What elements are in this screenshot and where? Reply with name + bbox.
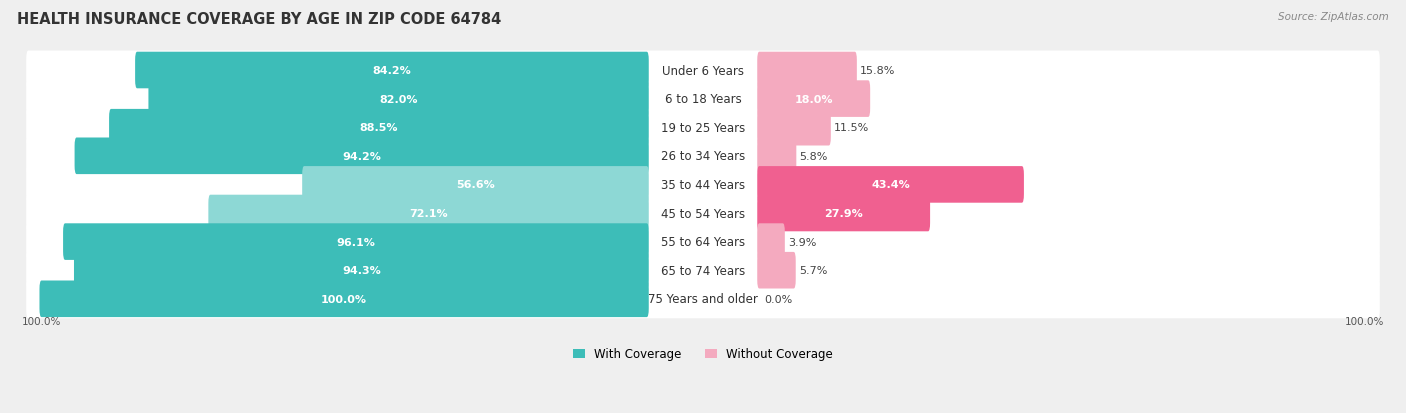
Text: 100.0%: 100.0% [21,316,60,326]
FancyBboxPatch shape [758,138,796,175]
FancyBboxPatch shape [27,251,1379,290]
FancyBboxPatch shape [27,223,1379,261]
Text: 15.8%: 15.8% [860,66,896,76]
FancyBboxPatch shape [758,81,870,118]
FancyBboxPatch shape [758,252,796,289]
FancyBboxPatch shape [27,80,1379,119]
Text: 5.7%: 5.7% [799,266,827,275]
Text: 84.2%: 84.2% [373,66,412,76]
Text: 0.0%: 0.0% [765,294,793,304]
Text: 5.8%: 5.8% [800,152,828,161]
FancyBboxPatch shape [27,137,1379,176]
Text: 100.0%: 100.0% [1346,316,1385,326]
FancyBboxPatch shape [27,194,1379,233]
Text: 27.9%: 27.9% [824,209,863,218]
FancyBboxPatch shape [75,252,648,289]
Text: 75 Years and older: 75 Years and older [648,292,758,306]
Text: 35 to 44 Years: 35 to 44 Years [661,178,745,192]
Legend: With Coverage, Without Coverage: With Coverage, Without Coverage [568,343,838,366]
FancyBboxPatch shape [758,195,931,232]
FancyBboxPatch shape [110,109,648,146]
Text: 88.5%: 88.5% [360,123,398,133]
FancyBboxPatch shape [302,167,648,203]
FancyBboxPatch shape [27,109,1379,147]
FancyBboxPatch shape [39,281,648,317]
Text: 55 to 64 Years: 55 to 64 Years [661,235,745,249]
Text: 96.1%: 96.1% [336,237,375,247]
Text: 26 to 34 Years: 26 to 34 Years [661,150,745,163]
Text: 82.0%: 82.0% [380,95,418,104]
FancyBboxPatch shape [149,81,648,118]
Text: 65 to 74 Years: 65 to 74 Years [661,264,745,277]
Text: 43.4%: 43.4% [872,180,910,190]
Text: 18.0%: 18.0% [794,95,832,104]
FancyBboxPatch shape [208,195,648,232]
Text: 56.6%: 56.6% [456,180,495,190]
Text: 11.5%: 11.5% [834,123,869,133]
Text: HEALTH INSURANCE COVERAGE BY AGE IN ZIP CODE 64784: HEALTH INSURANCE COVERAGE BY AGE IN ZIP … [17,12,501,27]
Text: 45 to 54 Years: 45 to 54 Years [661,207,745,220]
FancyBboxPatch shape [75,138,648,175]
Text: 100.0%: 100.0% [321,294,367,304]
FancyBboxPatch shape [63,224,648,260]
Text: 6 to 18 Years: 6 to 18 Years [665,93,741,106]
FancyBboxPatch shape [758,167,1024,203]
Text: 94.3%: 94.3% [342,266,381,275]
Text: Under 6 Years: Under 6 Years [662,64,744,77]
FancyBboxPatch shape [27,166,1379,204]
FancyBboxPatch shape [27,280,1379,318]
FancyBboxPatch shape [27,52,1379,90]
Text: 72.1%: 72.1% [409,209,449,218]
Text: 19 to 25 Years: 19 to 25 Years [661,121,745,134]
FancyBboxPatch shape [135,52,648,89]
Text: 94.2%: 94.2% [342,152,381,161]
FancyBboxPatch shape [758,224,785,260]
FancyBboxPatch shape [758,52,856,89]
Text: Source: ZipAtlas.com: Source: ZipAtlas.com [1278,12,1389,22]
FancyBboxPatch shape [758,109,831,146]
Text: 3.9%: 3.9% [789,237,817,247]
